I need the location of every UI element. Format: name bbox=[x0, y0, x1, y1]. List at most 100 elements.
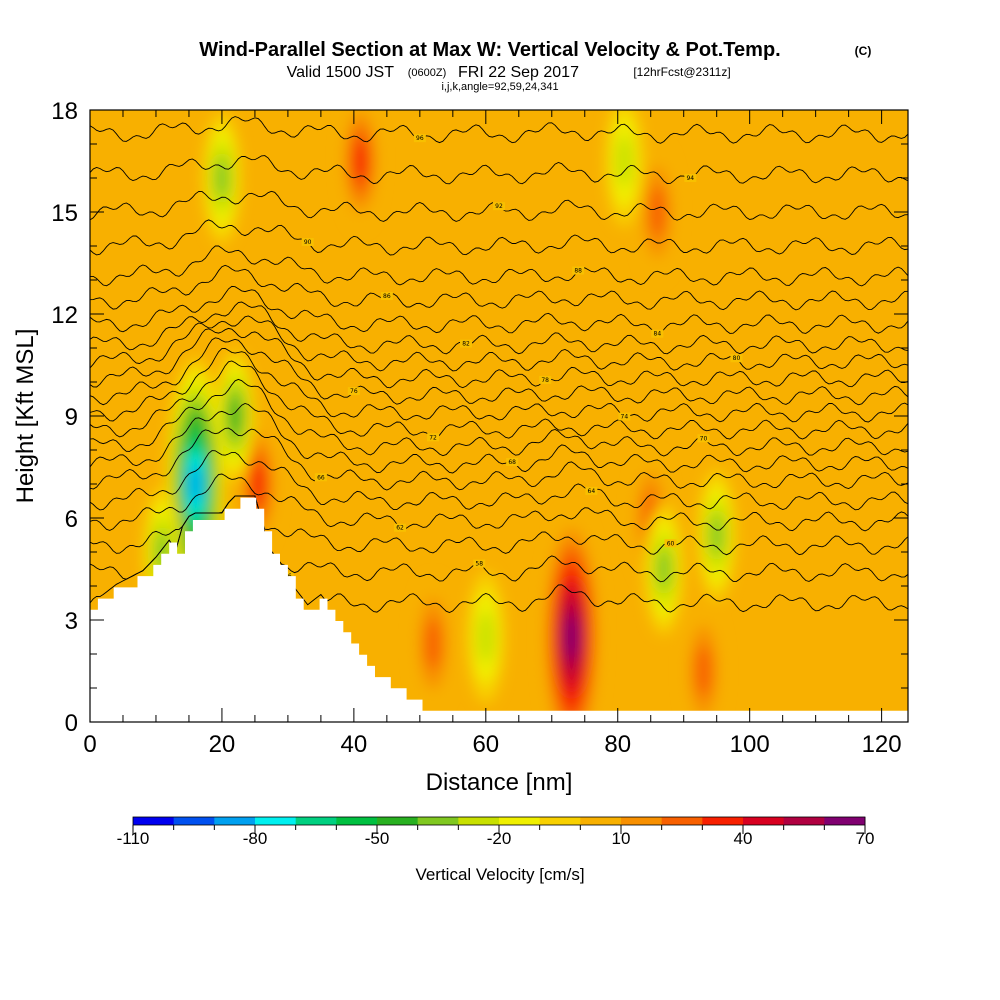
isentrope-label-bg bbox=[281, 571, 294, 580]
isentrope-label-bg bbox=[473, 559, 486, 568]
colorbar-swatch bbox=[255, 817, 297, 825]
isentrope-label-bg bbox=[572, 266, 585, 275]
isentrope-label-bg bbox=[730, 354, 743, 363]
colorbar-tick-label: -80 bbox=[243, 829, 268, 848]
isentrope-line bbox=[90, 403, 908, 474]
velocity-cell bbox=[616, 135, 633, 187]
colorbar: -110 -80 -50 -20 10 40 70 bbox=[117, 816, 874, 848]
colorbar-swatch bbox=[336, 817, 378, 825]
y-axis: 0 3 6 9 12 15 18 bbox=[51, 98, 908, 737]
velocity-cell bbox=[477, 611, 495, 663]
colorbar-swatch bbox=[377, 817, 419, 825]
isentrope-line bbox=[90, 348, 908, 423]
x-tick-label: 20 bbox=[209, 731, 236, 758]
colorbar-swatch bbox=[743, 817, 785, 825]
colorbar-swatch bbox=[133, 817, 175, 825]
isentrope-line bbox=[90, 116, 908, 144]
isentrope-label: 70 bbox=[700, 435, 708, 442]
copyright-mark: (C) bbox=[855, 44, 872, 58]
grid-info: i,j,k,angle=92,59,24,341 bbox=[441, 81, 558, 93]
isentrope-line bbox=[90, 155, 908, 185]
valid-date: FRI 22 Sep 2017 bbox=[458, 64, 579, 81]
isentrope-line bbox=[90, 219, 908, 256]
y-tick-label: 0 bbox=[65, 710, 78, 737]
y-tick-label: 3 bbox=[65, 608, 78, 635]
isentrope-label: 66 bbox=[317, 474, 325, 481]
isentrope-label: 88 bbox=[574, 267, 582, 274]
colorbar-swatch bbox=[783, 817, 825, 825]
colorbar-swatch bbox=[621, 817, 663, 825]
isentrope-line bbox=[90, 315, 908, 372]
velocity-cell bbox=[649, 186, 666, 238]
isentrope-line bbox=[90, 473, 908, 532]
y-axis-label: Height [Kft MSL] bbox=[12, 329, 39, 504]
isentrope-line bbox=[90, 495, 908, 556]
velocity-cell bbox=[709, 514, 724, 556]
velocity-cell bbox=[564, 613, 579, 661]
y-tick-label: 9 bbox=[65, 404, 78, 431]
isentrope-label: 60 bbox=[667, 540, 675, 547]
isentrope-label-bg bbox=[618, 412, 631, 421]
colorbar-tick-label: -110 bbox=[117, 829, 150, 848]
isentrope-label: 76 bbox=[350, 388, 358, 395]
colorbar-swatch bbox=[173, 817, 215, 825]
isentrope-line bbox=[90, 264, 908, 311]
isentrope-label: 92 bbox=[495, 203, 503, 210]
isentrope-lines: 5658606264666870727476788082848688909294… bbox=[90, 116, 908, 613]
x-tick-label: 0 bbox=[83, 731, 96, 758]
colorbar-swatch bbox=[458, 817, 500, 825]
x-tick-label: 100 bbox=[730, 731, 770, 758]
isentrope-label-bg bbox=[301, 237, 314, 246]
velocity-cell bbox=[214, 157, 229, 199]
colorbar-tick-label: -20 bbox=[487, 829, 512, 848]
isentrope-line bbox=[90, 301, 908, 355]
isentrope-label: 84 bbox=[654, 331, 662, 338]
isentrope-label: 62 bbox=[396, 525, 404, 532]
isentrope-line bbox=[90, 450, 908, 511]
valid-utc: (0600Z) bbox=[408, 67, 447, 79]
velocity-cell bbox=[695, 645, 712, 697]
isentrope-label: 68 bbox=[508, 459, 516, 466]
isentrope-line bbox=[90, 360, 908, 440]
colorbar-tick-label: 10 bbox=[612, 829, 631, 848]
chart-title: Wind-Parallel Section at Max W: Vertical… bbox=[199, 39, 780, 61]
isentrope-label-bg bbox=[380, 291, 393, 300]
isentrope-label: 72 bbox=[429, 434, 437, 441]
y-tick-label: 18 bbox=[51, 98, 78, 125]
y-tick-label: 15 bbox=[51, 200, 78, 227]
isentrope-label: 86 bbox=[383, 293, 391, 300]
y-tick-label: 12 bbox=[51, 302, 78, 329]
y-tick-label: 6 bbox=[65, 506, 78, 533]
forecast-info: [12hrFcst@2311z] bbox=[633, 65, 730, 79]
colorbar-label: Vertical Velocity [cm/s] bbox=[415, 865, 584, 884]
colorbar-swatch bbox=[417, 817, 459, 825]
isentrope-label: 94 bbox=[686, 175, 694, 182]
isentrope-label-bg bbox=[651, 329, 664, 338]
colorbar-tick-label: -50 bbox=[365, 829, 390, 848]
colorbar-swatch bbox=[661, 817, 703, 825]
isentrope-label-bg bbox=[539, 375, 552, 384]
colorbar-swatch bbox=[214, 817, 256, 825]
isentrope-label: 96 bbox=[416, 135, 424, 142]
velocity-field bbox=[143, 110, 736, 722]
x-axis-label: Distance [nm] bbox=[426, 769, 573, 796]
colorbar-tick-label: 40 bbox=[734, 829, 753, 848]
isentrope-label: 58 bbox=[475, 561, 483, 568]
velocity-cell bbox=[228, 398, 242, 434]
isentrope-line bbox=[90, 327, 908, 389]
isentrope-label: 80 bbox=[733, 355, 741, 362]
velocity-cell bbox=[353, 140, 368, 182]
velocity-cell bbox=[656, 548, 671, 590]
isentrope-label-bg bbox=[664, 539, 677, 548]
isentrope-label-bg bbox=[394, 523, 407, 532]
isentrope-label-bg bbox=[347, 387, 360, 396]
velocity-cell bbox=[424, 617, 442, 670]
x-tick-label: 80 bbox=[604, 731, 631, 758]
isentrope-label-bg bbox=[427, 433, 440, 442]
plot-area: 5658606264666870727476788082848688909294… bbox=[90, 110, 908, 722]
isentrope-label-bg bbox=[493, 202, 505, 211]
x-axis: 0 20 40 60 80 100 120 bbox=[83, 110, 902, 758]
isentrope-label-bg bbox=[585, 486, 598, 495]
colorbar-swatch bbox=[702, 817, 744, 825]
isentrope-label-bg bbox=[506, 457, 519, 466]
